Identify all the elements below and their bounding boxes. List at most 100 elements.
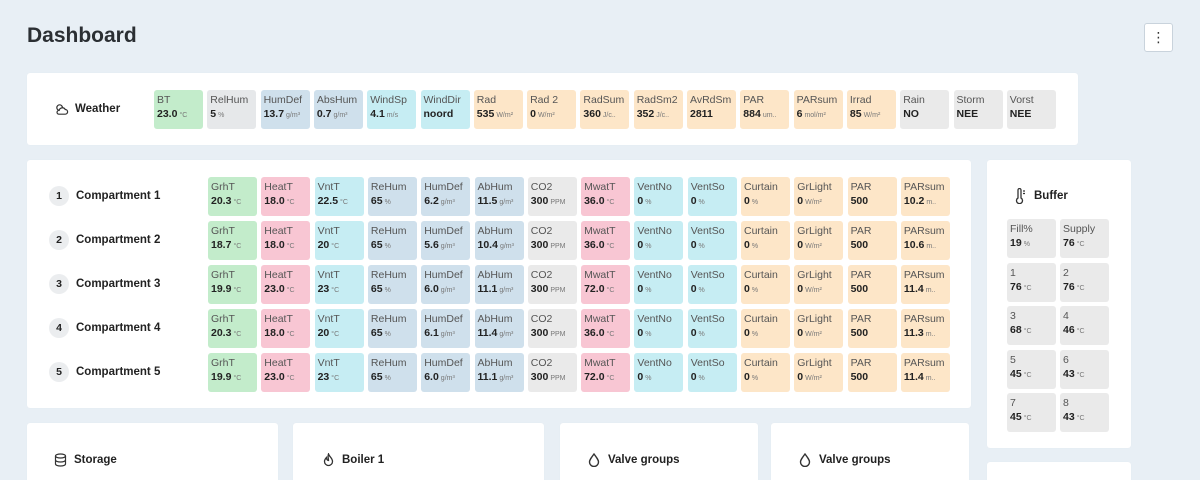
metric-tile[interactable]: PARsum 11.3 m.. <box>900 309 950 348</box>
metric-tile[interactable]: Vorst NEE <box>1006 90 1056 129</box>
more-menu-button[interactable]: ⋮ <box>1144 23 1173 52</box>
metric-tile[interactable]: VentNo 0% <box>634 221 684 260</box>
metric-tile[interactable]: 2 76 °C <box>1060 262 1109 302</box>
metric-tile[interactable]: PARsum 6 mol/m² <box>793 90 843 129</box>
metric-tile[interactable]: Irrad 85 W/m² <box>846 90 896 129</box>
metric-tile[interactable]: Curtain 0% <box>741 353 790 392</box>
metric-tile[interactable]: HumDef 6.1 g/m³ <box>421 309 471 348</box>
metric-tile[interactable]: 7 45 °C <box>1007 393 1056 432</box>
metric-tile[interactable]: HeatT 23.0 °C <box>261 265 311 304</box>
metric-tile[interactable]: AvRdSm 2811 <box>687 90 736 129</box>
metric-tile[interactable]: HeatT 18.0 °C <box>261 177 311 216</box>
compartment-row-label[interactable]: 2 Compartment 2 <box>49 230 160 250</box>
metric-tile[interactable]: WindSp 4.1 m/s <box>367 90 417 129</box>
metric-tile[interactable]: PARsum 10.6 m.. <box>900 221 950 260</box>
metric-tile[interactable]: ReHum 65% <box>367 221 417 260</box>
metric-tile[interactable]: ReHum 65% <box>367 353 417 392</box>
metric-tile[interactable]: GrLight 0 W/m² <box>794 309 844 348</box>
metric-tile[interactable]: HumDef 6.0 g/m³ <box>421 353 471 392</box>
metric-tile[interactable]: VntT 23 °C <box>314 265 364 304</box>
metric-tile[interactable]: CO2 300 PPM <box>527 177 577 216</box>
metric-tile[interactable]: Supply 76 °C <box>1060 219 1109 258</box>
metric-tile[interactable]: ReHum 65% <box>367 309 417 348</box>
metric-tile[interactable]: HumDef 5.6 g/m³ <box>421 221 471 260</box>
metric-tile[interactable]: Curtain 0% <box>741 265 790 304</box>
metric-tile[interactable]: 4 46 °C <box>1060 306 1109 345</box>
metric-tile[interactable]: VentSo 0% <box>687 177 737 216</box>
metric-tile[interactable]: 1 76 °C <box>1007 262 1056 302</box>
metric-tile[interactable]: GrLight 0 W/m² <box>794 221 844 260</box>
metric-tile[interactable]: PAR 884 um.. <box>740 90 790 129</box>
metric-tile[interactable]: GrhT 18.7 °C <box>208 221 257 260</box>
metric-tile[interactable]: Fill% 19% <box>1007 219 1056 258</box>
metric-tile[interactable]: VntT 22.5 °C <box>314 177 364 216</box>
metric-tile[interactable]: VentSo 0% <box>687 309 737 348</box>
metric-tile[interactable]: AbHum 11.1 g/m³ <box>474 353 524 392</box>
metric-tile[interactable]: PARsum 11.4 m.. <box>900 265 950 304</box>
metric-tile[interactable]: MwatT 72.0 °C <box>581 353 631 392</box>
metric-tile[interactable]: GrhT 19.9 °C <box>208 353 257 392</box>
metric-tile[interactable]: RadSm2 352 J/c.. <box>633 90 683 129</box>
metric-tile[interactable]: PARsum 11.4 m.. <box>900 353 950 392</box>
metric-tile[interactable]: HumDef 6.2 g/m³ <box>421 177 471 216</box>
compartment-row-label[interactable]: 1 Compartment 1 <box>49 186 160 206</box>
metric-tile[interactable]: PAR 500 <box>847 177 897 216</box>
metric-tile[interactable]: PAR 500 <box>847 353 897 392</box>
metric-tile[interactable]: VentSo 0% <box>687 265 737 304</box>
metric-tile[interactable]: GrhT 19.9 °C <box>208 265 257 304</box>
metric-tile[interactable]: GrLight 0 W/m² <box>794 177 844 216</box>
metric-tile[interactable]: VentNo 0% <box>634 265 684 304</box>
metric-tile[interactable]: VentNo 0% <box>634 309 684 348</box>
compartment-row-label[interactable]: 3 Compartment 3 <box>49 274 160 294</box>
compartment-row-label[interactable]: 4 Compartment 4 <box>49 318 160 338</box>
metric-tile[interactable]: VentSo 0% <box>687 353 737 392</box>
metric-tile[interactable]: Rad 2 0 W/m² <box>527 90 577 129</box>
metric-tile[interactable]: ReHum 65% <box>367 177 417 216</box>
metric-tile[interactable]: PAR 500 <box>847 309 897 348</box>
metric-tile[interactable]: MwatT 36.0 °C <box>581 309 631 348</box>
metric-tile[interactable]: VentNo 0% <box>634 353 684 392</box>
metric-tile[interactable]: CO2 300 PPM <box>527 353 577 392</box>
metric-tile[interactable]: MwatT 36.0 °C <box>581 177 631 216</box>
metric-tile[interactable]: AbHum 10.4 g/m³ <box>474 221 524 260</box>
metric-tile[interactable]: AbHum 11.5 g/m³ <box>474 177 524 216</box>
metric-tile[interactable]: HeatT 23.0 °C <box>261 353 311 392</box>
metric-tile[interactable]: AbHum 11.4 g/m³ <box>474 309 524 348</box>
metric-tile[interactable]: PARsum 10.2 m.. <box>900 177 950 216</box>
metric-tile[interactable]: Curtain 0% <box>741 177 790 216</box>
metric-tile[interactable]: VntT 23 °C <box>314 353 364 392</box>
compartment-row-label[interactable]: 5 Compartment 5 <box>49 362 160 382</box>
metric-tile[interactable]: VntT 20 °C <box>314 309 364 348</box>
metric-tile[interactable]: CO2 300 PPM <box>527 221 577 260</box>
metric-tile[interactable]: AbsHum 0.7 g/m³ <box>313 90 363 129</box>
metric-tile[interactable]: RelHum 5% <box>207 90 257 129</box>
metric-tile[interactable]: VntT 20 °C <box>314 221 364 260</box>
metric-tile[interactable]: GrhT 20.3 °C <box>208 309 257 348</box>
metric-tile[interactable]: AbHum 11.1 g/m³ <box>474 265 524 304</box>
metric-tile[interactable]: HeatT 18.0 °C <box>261 309 311 348</box>
metric-tile[interactable]: VentSo 0% <box>687 221 737 260</box>
metric-tile[interactable]: RadSum 360 J/c.. <box>580 90 630 129</box>
metric-tile[interactable]: Rad 535 W/m² <box>473 90 523 129</box>
metric-tile[interactable]: 3 68 °C <box>1007 306 1056 345</box>
metric-tile[interactable]: HeatT 18.0 °C <box>261 221 311 260</box>
metric-tile[interactable]: Curtain 0% <box>741 309 790 348</box>
metric-tile[interactable]: MwatT 36.0 °C <box>581 221 631 260</box>
metric-tile[interactable]: ReHum 65% <box>367 265 417 304</box>
metric-tile[interactable]: HumDef 13.7 g/m³ <box>260 90 310 129</box>
metric-tile[interactable]: GrLight 0 W/m² <box>794 265 844 304</box>
metric-tile[interactable]: 8 43 °C <box>1060 393 1109 432</box>
metric-tile[interactable]: 6 43 °C <box>1060 349 1109 389</box>
metric-tile[interactable]: Storm NEE <box>953 90 1003 129</box>
metric-tile[interactable]: WindDir noord <box>420 90 470 129</box>
metric-tile[interactable]: HumDef 6.0 g/m³ <box>421 265 471 304</box>
metric-tile[interactable]: VentNo 0% <box>634 177 684 216</box>
metric-tile[interactable]: CO2 300 PPM <box>527 309 577 348</box>
metric-tile[interactable]: GrhT 20.3 °C <box>208 177 257 216</box>
metric-tile[interactable]: BT 23.0 °C <box>154 90 203 129</box>
metric-tile[interactable]: Curtain 0% <box>741 221 790 260</box>
metric-tile[interactable]: GrLight 0 W/m² <box>794 353 844 392</box>
metric-tile[interactable]: Rain NO <box>900 90 950 129</box>
metric-tile[interactable]: 5 45 °C <box>1007 349 1056 389</box>
metric-tile[interactable]: PAR 500 <box>847 221 897 260</box>
